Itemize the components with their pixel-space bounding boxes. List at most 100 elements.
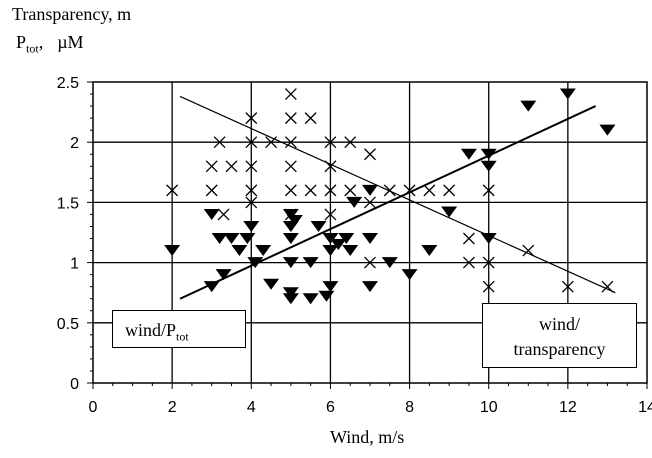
- legend-wind-ptot-main: wind/P: [125, 320, 177, 340]
- point-triangle: [362, 233, 378, 245]
- point-triangle: [330, 239, 347, 251]
- point-x: [284, 184, 297, 197]
- ptot-main: P: [16, 32, 27, 52]
- legend-wind-transparency: wind/ transparency: [482, 303, 637, 368]
- point-triangle: [247, 257, 264, 269]
- point-triangle: [322, 233, 339, 245]
- legend-wind-transparency-line1: wind/: [538, 314, 580, 334]
- point-x: [482, 256, 495, 269]
- point-triangle: [203, 208, 220, 220]
- point-x: [443, 184, 456, 197]
- x-tick-label: 14: [638, 399, 652, 416]
- point-x: [284, 160, 297, 173]
- point-triangle: [520, 100, 537, 112]
- point-triangle: [318, 290, 335, 302]
- point-x: [205, 160, 218, 173]
- point-triangle: [322, 281, 339, 293]
- point-x: [245, 160, 258, 173]
- point-triangle: [559, 88, 576, 100]
- ptot-sub: tot: [26, 41, 39, 56]
- point-triangle: [282, 287, 299, 299]
- point-x: [245, 136, 258, 149]
- point-triangle: [441, 206, 458, 218]
- point-triangle: [480, 233, 497, 245]
- x-tick-label: 4: [247, 399, 256, 416]
- point-triangle: [460, 148, 477, 160]
- point-x: [166, 184, 179, 197]
- point-x: [423, 184, 436, 197]
- point-triangle: [599, 124, 616, 136]
- point-triangle: [203, 281, 220, 293]
- point-triangle: [164, 245, 181, 257]
- point-x: [324, 136, 337, 149]
- point-triangle: [255, 245, 272, 257]
- point-triangle: [286, 214, 303, 226]
- point-x: [245, 112, 258, 125]
- x-tick-label: 2: [168, 399, 177, 416]
- point-x: [462, 256, 475, 269]
- point-triangle: [421, 245, 438, 257]
- point-triangle: [342, 245, 359, 257]
- point-triangle: [310, 220, 327, 232]
- point-triangle: [401, 269, 418, 281]
- point-x: [344, 136, 357, 149]
- y-tick-label: 1.5: [57, 195, 79, 212]
- point-triangle: [480, 148, 497, 160]
- legend-wind-transparency-line2: transparency: [513, 339, 606, 359]
- x-tick-label: 8: [405, 399, 414, 416]
- point-triangle: [239, 233, 256, 245]
- y-axis-label-ptot: Ptot, µM: [16, 32, 84, 56]
- y-axis-label-transparency: Transparency, m: [12, 4, 132, 24]
- x-tick-label: 10: [480, 399, 498, 416]
- point-triangle: [282, 293, 299, 305]
- y-tick-label: 2.5: [57, 75, 79, 92]
- point-x: [482, 184, 495, 197]
- legend-wind-ptot-sub: tot: [176, 329, 189, 344]
- point-x: [265, 136, 278, 149]
- point-x: [364, 196, 376, 209]
- point-x: [284, 136, 297, 149]
- legend-wind-ptot: wind/Ptot: [112, 310, 246, 348]
- point-x: [304, 112, 317, 125]
- point-triangle: [381, 257, 398, 269]
- point-x: [403, 184, 416, 197]
- point-x: [482, 280, 495, 293]
- point-x: [324, 208, 337, 221]
- point-x: [561, 280, 574, 293]
- point-triangle: [302, 257, 319, 269]
- point-triangle: [480, 160, 497, 172]
- point-x: [217, 208, 230, 221]
- point-x: [324, 160, 337, 173]
- x-tick-label: 6: [326, 399, 335, 416]
- point-triangle: [215, 269, 232, 281]
- point-triangle: [282, 257, 299, 269]
- point-x: [245, 196, 258, 209]
- point-x: [383, 184, 396, 197]
- point-triangle: [346, 196, 363, 208]
- point-triangle: [223, 233, 240, 245]
- point-triangle: [302, 293, 319, 305]
- y-tick-label: 1: [70, 256, 79, 273]
- y-tick-label: 0: [70, 376, 79, 393]
- trend-line-ptot: [179, 105, 596, 300]
- point-x: [324, 184, 337, 197]
- x-axis-label: Wind, m/s: [330, 427, 405, 447]
- ptot-unit: µM: [57, 32, 84, 52]
- point-x: [304, 184, 317, 197]
- point-x: [344, 184, 357, 197]
- point-x: [245, 184, 258, 197]
- point-x: [284, 88, 297, 100]
- point-triangle: [322, 245, 339, 257]
- point-x: [601, 280, 614, 293]
- point-triangle: [362, 281, 378, 293]
- point-x: [213, 136, 226, 149]
- point-triangle: [263, 278, 280, 290]
- point-x: [284, 112, 297, 125]
- trend-line-transparency: [179, 95, 616, 294]
- point-x: [462, 232, 475, 245]
- point-triangle: [243, 220, 260, 232]
- x-tick-label: 0: [89, 399, 98, 416]
- y-tick-label: 2: [70, 135, 79, 152]
- point-x: [364, 148, 376, 161]
